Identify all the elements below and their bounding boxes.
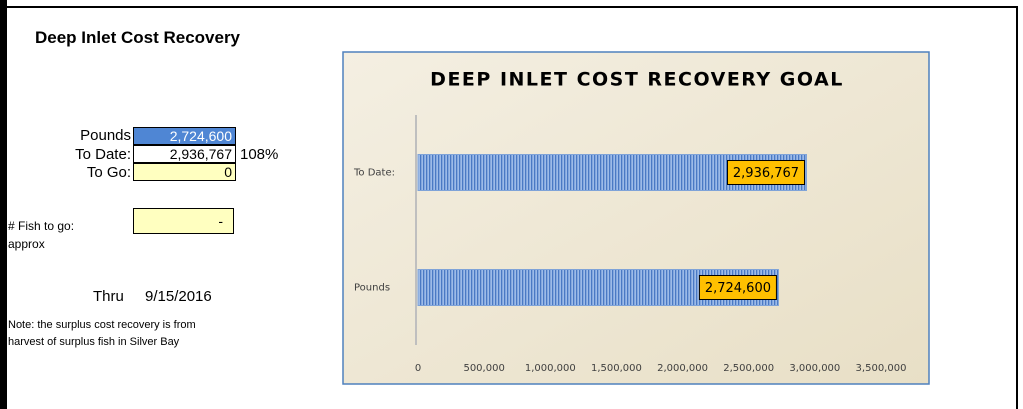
x-tick-label: 1,500,000: [591, 363, 642, 374]
to-date-percent: 108%: [240, 146, 279, 163]
note-line: Note: the surplus cost recovery is from: [8, 319, 196, 331]
x-tick-label: 3,500,000: [856, 363, 907, 374]
to-date-value: 2,936,767: [133, 145, 236, 163]
border-left: [0, 0, 7, 409]
fish-value: -: [133, 208, 234, 234]
data-label: 2,724,600: [705, 281, 771, 296]
to-go-value: 0: [133, 163, 236, 181]
thru-date: 9/15/2016: [145, 288, 212, 305]
x-tick-label: 0: [415, 363, 421, 374]
y-tick-label: Pounds: [354, 283, 390, 294]
thru-label: Thru: [93, 288, 124, 305]
pounds-value: 2,724,600: [133, 127, 236, 145]
x-tick-label: 2,000,000: [657, 363, 708, 374]
to-date-label: To Date:: [75, 146, 131, 163]
border-right: [1016, 6, 1018, 409]
y-tick-label: To Date:: [353, 168, 395, 179]
data-label-box: [726, 160, 805, 185]
border-top: [0, 6, 1018, 8]
x-tick-label: 500,000: [463, 363, 504, 374]
x-tick-label: 3,000,000: [789, 363, 840, 374]
chart-title: DEEP INLET COST RECOVERY GOAL: [430, 69, 844, 91]
x-tick-label: 2,500,000: [723, 363, 774, 374]
data-label: 2,936,767: [733, 166, 799, 181]
chart-frame: [342, 51, 930, 385]
data-label-box: [698, 275, 777, 300]
pounds-label: Pounds: [80, 127, 131, 144]
sheet-title: Deep Inlet Cost Recovery: [35, 28, 241, 47]
to-go-label: To Go:: [86, 164, 131, 181]
note-line: harvest of surplus fish in Silver Bay: [8, 336, 180, 348]
fish-note: approx: [8, 237, 45, 251]
x-tick-label: 1,000,000: [525, 363, 576, 374]
chart: DEEP INLET COST RECOVERY GOAL 0 500,000 1,…: [342, 51, 930, 385]
fish-label: # Fish to go:: [8, 219, 75, 233]
